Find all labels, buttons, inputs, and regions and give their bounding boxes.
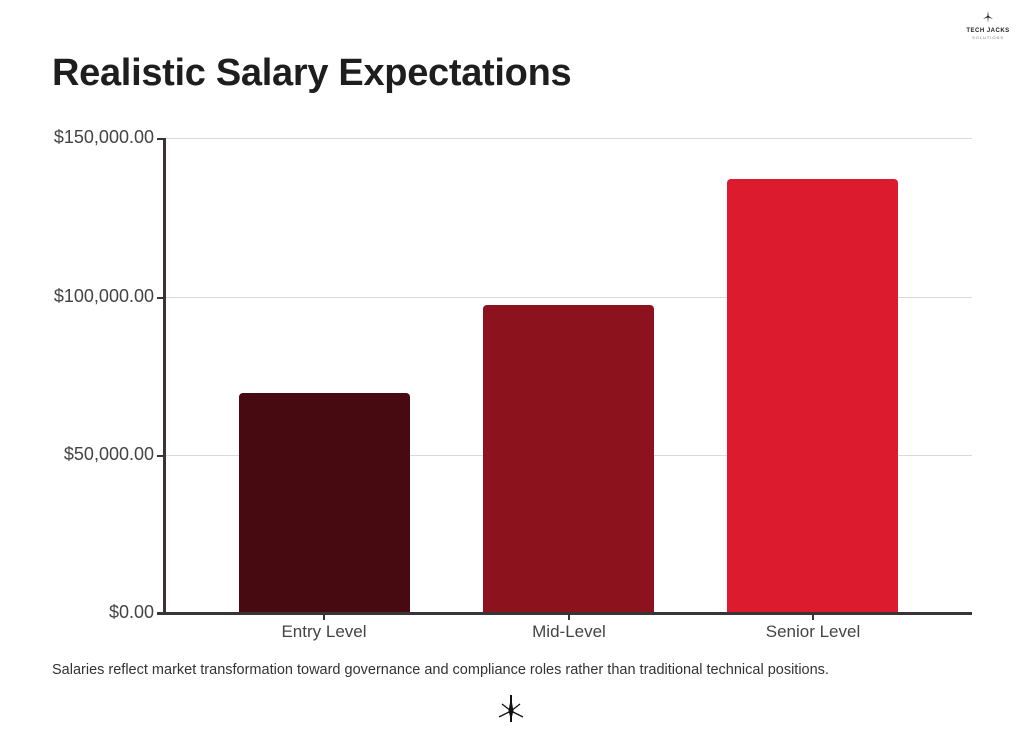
- brand-name: TECH JACKS: [966, 28, 1010, 34]
- y-tick-label: $50,000.00: [63, 444, 154, 464]
- y-tick: [157, 138, 164, 140]
- brand-sub: SOLUTIONS: [971, 35, 1005, 40]
- x-label-senior: Senior Level: [765, 622, 861, 641]
- x-label-entry: Entry Level: [281, 622, 367, 641]
- y-tick: [157, 297, 164, 299]
- y-tick-label: $100,000.00: [53, 286, 154, 306]
- chart-caption: Salaries reflect market transformation t…: [52, 662, 829, 678]
- star-icon: [498, 695, 524, 722]
- brand-logo: TECH JACKS SOLUTIONS: [958, 10, 1018, 40]
- x-tick: [323, 614, 325, 620]
- y-tick: [157, 455, 164, 457]
- x-axis: [157, 612, 972, 615]
- x-label-mid: Mid-Level: [532, 622, 606, 641]
- x-tick: [812, 614, 814, 620]
- star-icon: [983, 11, 993, 23]
- y-tick-label: $150,000.00: [53, 127, 154, 147]
- bar-entry-level: [239, 393, 410, 613]
- bar-senior-level: [727, 179, 898, 613]
- x-tick: [568, 614, 570, 620]
- bar-mid-level: [483, 305, 654, 613]
- gridline: [164, 297, 972, 298]
- chart-title: Realistic Salary Expectations: [52, 52, 572, 94]
- y-axis: [163, 138, 166, 614]
- y-tick-label: $0.00: [108, 602, 154, 622]
- gridline: [164, 138, 972, 139]
